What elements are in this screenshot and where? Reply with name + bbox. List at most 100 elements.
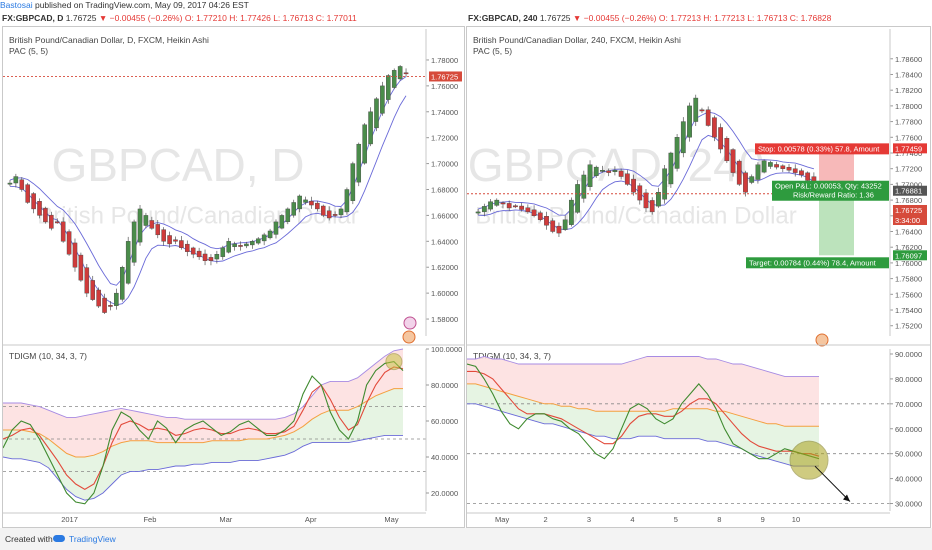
- y-tick-label: 1.75400: [895, 306, 922, 315]
- mid-band-line: [467, 383, 819, 427]
- indicator-y-label: 30.0000: [895, 500, 922, 509]
- right-symbol: FX:GBPCAD, 240: [468, 13, 538, 23]
- candle-body: [799, 170, 804, 176]
- tradingview-brand-link[interactable]: TradingView: [69, 534, 116, 544]
- y-tick-label: 1.78600: [895, 55, 922, 64]
- author-link[interactable]: Bastosai: [0, 0, 33, 10]
- candle-body: [380, 85, 385, 114]
- indicator-title: TDIGM (10, 34, 3, 7): [9, 351, 87, 361]
- candle-body: [13, 176, 19, 184]
- candle-body: [238, 245, 243, 247]
- candle-body: [668, 152, 674, 185]
- left-chart-svg[interactable]: GBPCAD, D British Pound/Canadian Dollar Br…: [3, 27, 464, 527]
- candle-body: [792, 168, 798, 173]
- target-label: Target: 0.00784 (0.44%) 78.4, Amount: [749, 258, 877, 267]
- candle-body: [185, 243, 190, 252]
- footer-bar: Created with TradingView: [0, 528, 932, 550]
- upper-band-fill: [3, 349, 403, 457]
- candle-body: [556, 225, 562, 234]
- lower-band-fill: [3, 388, 403, 501]
- candle-body: [143, 215, 149, 226]
- candle-body: [356, 143, 362, 183]
- pac-upper-line: [9, 76, 407, 286]
- y-tick-label: 1.66000: [431, 211, 458, 220]
- countdown-badge: 3:34:00: [895, 216, 920, 225]
- publish-info: published on TradingView.com, May 09, 20…: [32, 0, 249, 10]
- candle-body: [202, 253, 208, 261]
- watermark-symbol: GBPCAD, 240: [468, 139, 765, 191]
- candle-body: [687, 105, 692, 138]
- open-pl-label: Open P&L: 0.00053, Qty: 43252: [775, 182, 882, 191]
- chart-title: British Pound/Canadian Dollar, 240, FXCM…: [473, 35, 681, 45]
- candle-body: [631, 178, 636, 193]
- candle-body: [114, 292, 119, 306]
- candle-body: [606, 170, 612, 173]
- candle-body: [724, 138, 730, 162]
- y-tick-label: 1.74000: [431, 108, 458, 117]
- candle-body: [261, 234, 267, 242]
- indicator-y-label: 20.0000: [431, 489, 458, 498]
- indicator-y-label: 50.0000: [895, 450, 922, 459]
- candle-body: [31, 193, 36, 210]
- candle-body: [338, 208, 344, 216]
- watermark-name: British Pound/Canadian Dollar: [475, 203, 797, 230]
- upper-band-line: [3, 348, 404, 420]
- candle-body: [297, 195, 302, 210]
- candle-body: [475, 211, 481, 214]
- stop-price-badge: 1.77459: [895, 144, 922, 153]
- y-tick-label: 1.60000: [431, 289, 458, 298]
- candle-body: [7, 182, 13, 185]
- indicator-y-label: 80.0000: [895, 375, 922, 384]
- y-tick-label: 1.77800: [895, 118, 922, 127]
- left-chart-panel[interactable]: GBPCAD, D British Pound/Canadian Dollar Br…: [2, 26, 465, 528]
- y-tick-label: 1.70000: [431, 160, 458, 169]
- current-price-badge-bg: [893, 185, 927, 196]
- candle-body: [537, 212, 543, 220]
- last-price-badge: 1.76725: [895, 206, 922, 215]
- slow-signal-line: [467, 370, 820, 457]
- candle-body: [155, 224, 161, 236]
- y-tick-label: 1.62000: [431, 263, 458, 272]
- highlight-circle: [385, 353, 403, 371]
- candle-body: [575, 184, 580, 213]
- candle-body: [131, 221, 137, 263]
- candle-body: [102, 297, 107, 313]
- left-ohlc: O: 1.77210 H: 1.77426 L: 1.76713 C: 1.77…: [184, 13, 357, 23]
- candle-body: [25, 184, 30, 203]
- candle-body: [786, 167, 792, 171]
- stop-label: Stop: 0.00578 (0.33%) 57.8, Amount: [758, 144, 880, 153]
- event-flag-icon: [403, 316, 417, 330]
- candle-body: [120, 267, 125, 300]
- candle-body: [90, 280, 95, 300]
- candle-body: [54, 221, 60, 224]
- candle-body: [244, 243, 249, 247]
- candle-body: [699, 109, 705, 112]
- x-tick-label: 2017: [61, 515, 78, 524]
- pac-upper-line: [477, 111, 815, 216]
- candle-body: [368, 111, 373, 145]
- right-down-arrow-icon: ▼: [572, 13, 582, 23]
- current-price-badge: [429, 71, 462, 82]
- stop-price-badge-bg: [893, 143, 927, 154]
- x-tick-label: 10: [792, 515, 800, 524]
- indicator-y-label: 100.0000: [431, 345, 462, 354]
- candle-body: [718, 127, 723, 150]
- indicator-y-label: 60.0000: [895, 425, 922, 434]
- candle-body: [167, 235, 172, 245]
- candle-body: [66, 231, 72, 255]
- candle-body: [805, 172, 811, 181]
- candle-body: [761, 160, 767, 173]
- indicator-y-label: 70.0000: [895, 400, 922, 409]
- right-chart-svg[interactable]: GBPCAD, 240 British Pound/Canadian Dollar…: [467, 27, 930, 527]
- y-tick-label: 1.77200: [895, 165, 922, 174]
- candle-body: [531, 209, 537, 217]
- right-chart-panel[interactable]: GBPCAD, 240 British Pound/Canadian Dollar…: [466, 26, 931, 528]
- candle-body: [705, 109, 711, 126]
- x-tick-label: May: [495, 515, 509, 524]
- candle-body: [550, 220, 556, 232]
- candle-body: [255, 238, 261, 244]
- created-with-label: Created with: [5, 534, 53, 544]
- candle-body: [680, 121, 686, 154]
- candle-body: [19, 179, 25, 190]
- candle-body: [386, 75, 391, 100]
